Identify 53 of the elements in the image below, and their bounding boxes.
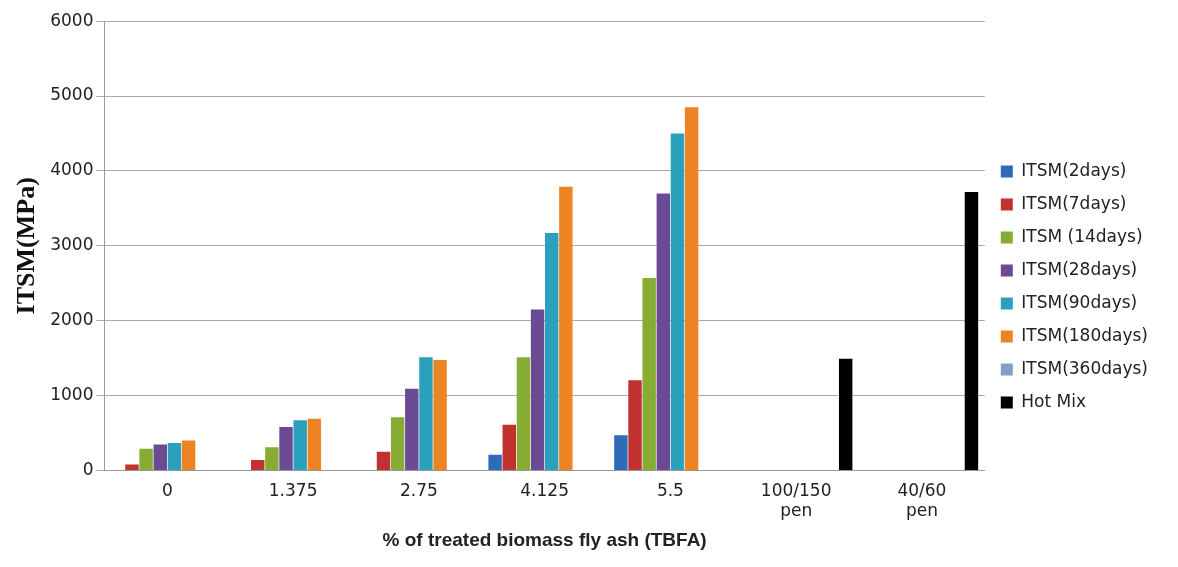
x-tick-label: 5.5 [656,480,684,501]
bar [251,459,265,470]
x-tick-label: 100/150 pen [760,480,832,521]
y-tick-label: 1000 [50,383,94,404]
bar [419,357,433,470]
bar [167,443,182,470]
y-tick-label: 3000 [50,234,94,255]
y-tick-label: 4000 [50,159,94,180]
bar [125,464,139,470]
bar [964,191,979,470]
x-axis-title: % of treated biomass fly ash (TBFA) [382,528,707,550]
y-tick-label: 6000 [50,9,94,30]
bar [488,454,502,470]
bar [656,193,671,470]
legend-label: ITSM(7days) [1021,192,1127,213]
legend-label: Hot Mix [1021,390,1087,411]
legend-label: ITSM(28days) [1021,258,1138,279]
y-tick-label: 2000 [50,309,94,330]
bar [153,444,167,470]
legend-label: ITSM (14days) [1021,225,1143,246]
x-tick-label: 4.125 [520,480,569,501]
x-tick-label: 40/60 pen [897,480,947,521]
bar [279,426,293,470]
bar [181,440,196,470]
bar [265,447,279,470]
bar [307,418,322,470]
bar [502,424,516,470]
y-axis-title: ITSM(MPa) [11,177,41,315]
bar [838,358,853,470]
bar [376,451,391,470]
bar [433,359,447,470]
bar [544,233,559,470]
legend-label: ITSM(180days) [1021,324,1149,345]
legend-label: ITSM(360days) [1021,357,1149,378]
legend-label: ITSM(90days) [1021,291,1138,312]
bar [642,277,656,470]
bar [628,380,642,470]
bar [516,357,531,470]
bar [139,448,153,470]
y-tick-label: 0 [82,458,94,479]
x-tick-label: 2.75 [399,480,438,501]
y-tick-label: 5000 [50,84,94,105]
bar [293,420,307,470]
legend-label: ITSM(2days) [1021,159,1127,180]
bar [530,309,545,470]
bar [614,435,628,470]
bar [559,186,573,470]
bar [670,133,685,470]
bar [684,107,699,470]
x-tick-label: 0 [161,480,173,501]
bar [390,417,405,470]
bar [405,388,419,470]
x-tick-label: 1.375 [268,480,318,501]
